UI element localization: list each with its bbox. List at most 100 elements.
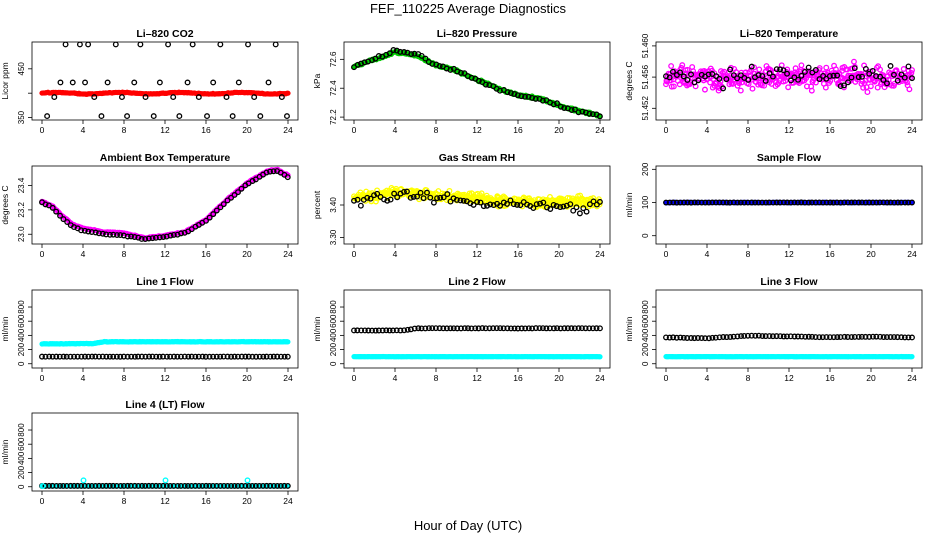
data-point [709,334,716,341]
data-point [737,87,744,94]
data-point [826,73,833,80]
data-point [192,353,199,360]
data-point [384,197,391,204]
data-point [228,194,235,201]
data-point [256,353,263,360]
data-point [484,202,491,209]
x-tick-label: 12 [472,249,482,259]
data-point [92,353,99,360]
data-point [830,72,837,79]
data-point [845,79,851,86]
data-point [529,325,536,332]
data-point [726,199,733,206]
data-point [898,334,905,341]
data-point [454,325,461,332]
data-point [284,353,291,360]
x-tick-label: 4 [705,373,710,383]
data-point [759,333,766,339]
x-tick-label: 20 [554,373,564,383]
data-point [570,207,577,214]
data-point [131,79,138,86]
data-point [231,353,238,360]
data-point [858,199,865,206]
x-tick-label: 8 [122,496,127,506]
data-point [450,325,457,332]
data-point [468,325,475,332]
data-point [557,325,564,332]
data-point [475,77,482,84]
data-point [267,168,273,175]
data-point [567,201,574,208]
data-point [756,66,763,73]
data-point [901,334,908,341]
data-point [795,333,801,340]
panel-p3: Li–820 Temperature degrees C 0 4 8 12 16 20 24 51… [624,28,923,135]
data-point [571,106,578,113]
data-point [238,353,245,360]
data-point [525,93,532,100]
panel-title: Li–820 CO2 [136,28,193,40]
data-point [415,325,422,332]
data-point [802,333,809,340]
data-point [444,191,451,198]
data-point [257,113,264,120]
x-tick-label: 8 [434,249,439,259]
data-point [393,327,400,334]
data-point [44,113,51,120]
data-point [547,206,554,212]
data-point [82,353,88,360]
data-point [447,198,454,205]
data-point [777,333,784,340]
data-point [204,113,210,120]
data-point [103,231,110,238]
data-point [96,482,103,489]
data-point [443,325,450,332]
data-point [242,482,249,489]
x-tick-label: 0 [664,373,669,383]
data-point [475,325,482,332]
y-tick-label: 400 [641,328,650,342]
data-point [561,105,568,111]
series-p3-1 [663,63,915,92]
data-point [470,201,477,208]
data-point [573,204,580,211]
data-point [234,353,241,360]
data-point [164,353,170,360]
data-point [876,199,883,206]
data-point [823,64,830,71]
data-point [217,482,224,489]
data-point [887,334,894,341]
data-point [156,234,163,241]
x-tick-label: 20 [242,496,252,506]
data-point [213,207,220,214]
data-point [401,49,408,55]
data-point [137,42,144,48]
x-tick-label: 20 [866,249,876,259]
x-tick-label: 8 [122,249,127,259]
data-point [902,199,909,206]
series-p5-0 [351,184,603,211]
series-p7-0 [39,338,291,347]
data-point [866,70,873,77]
data-point [668,63,675,69]
data-point [375,53,382,59]
data-point [500,325,507,332]
y-tick-label: 400 [17,328,26,342]
data-point [668,83,675,90]
x-tick-label: 8 [434,373,439,383]
data-point [705,199,712,206]
data-point [465,325,471,332]
data-point [525,325,532,332]
data-point [666,334,673,341]
data-point [798,333,805,340]
data-point [579,108,586,115]
data-point [874,84,881,91]
data-point [543,325,550,332]
x-tick-label: 16 [513,373,523,383]
x-tick-label: 4 [81,373,86,383]
data-point [571,325,578,332]
series-p9-0 [663,353,915,360]
y-tick-label: 0 [641,361,650,366]
data-point [705,71,712,78]
data-point [245,42,251,48]
